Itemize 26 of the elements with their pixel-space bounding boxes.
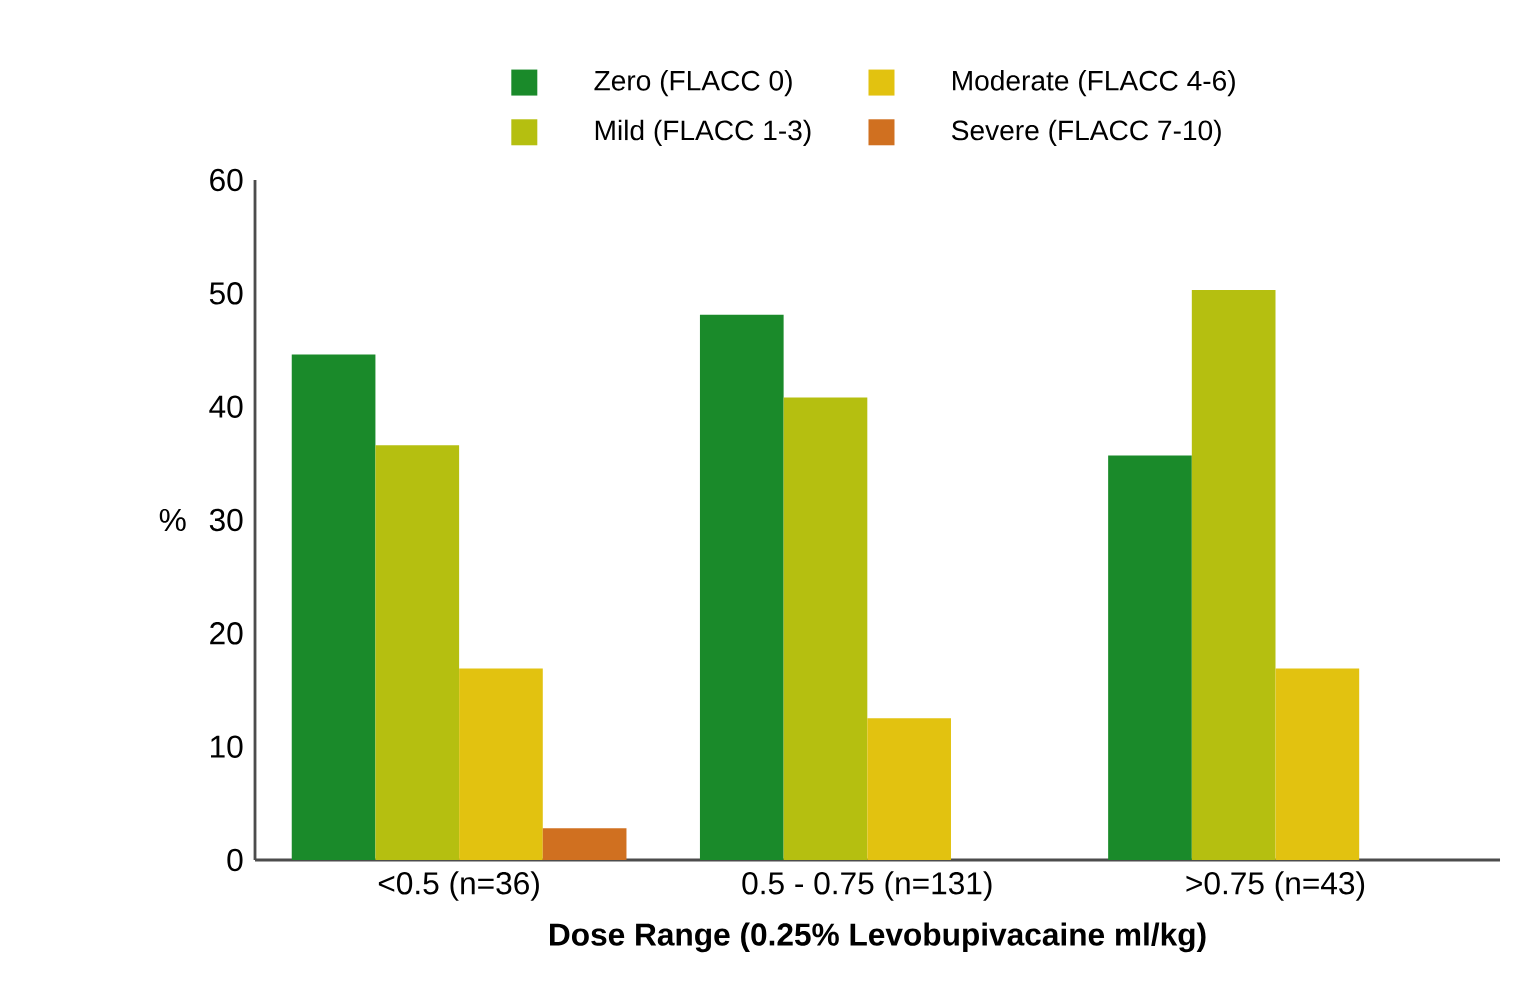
bar [1191,289,1276,860]
bar [375,445,460,860]
legend-label: Mild (FLACC 1-3) [595,119,811,146]
bar [1275,668,1360,860]
bar [291,354,376,860]
y-tick-label: 30 [209,508,243,532]
bar [1108,455,1192,860]
y-axis-title: % [159,508,186,532]
y-tick-label: 10 [211,735,243,758]
x-tick-label: <0.5 (n=36) [378,871,539,901]
y-tick-label: 50 [209,282,243,305]
legend-label: Severe (FLACC 7-10) [951,119,1221,146]
y-tick-label: 60 [210,168,243,192]
y-tick-label: 40 [209,395,243,418]
x-tick-label: 0.5 - 0.75 (n=131) [742,871,992,901]
bar [542,828,627,860]
y-tick-label: 20 [210,622,243,645]
y-tick-label: 0 [227,848,243,872]
x-axis-title: Dose Range (0.25% Levobupivacaine ml/kg) [550,922,1206,953]
bar [783,397,868,860]
legend-label: Moderate (FLACC 4-6) [953,69,1235,97]
bar [699,314,784,860]
x-tick-label: >0.75 (n=43) [1186,871,1365,901]
bar [459,668,543,860]
legend-label: Zero (FLACC 0) [594,69,792,97]
bar [867,718,951,860]
